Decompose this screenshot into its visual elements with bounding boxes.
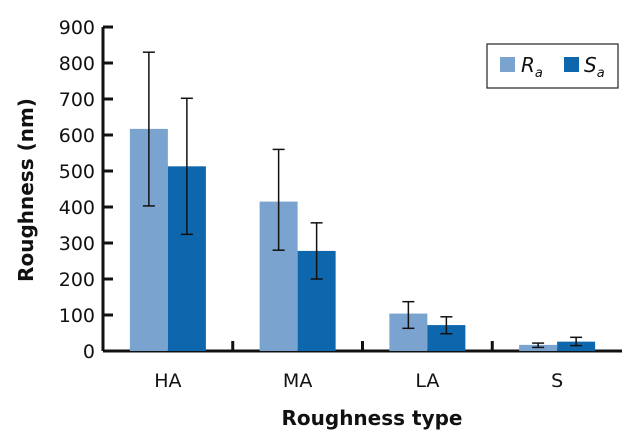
x-tick-label: S [551,370,563,392]
legend-label-ra: Ra [521,53,543,81]
error-bar [180,97,193,236]
y-axis-title: Roughness (nm) [14,98,38,282]
y-tick-label: 200 [59,269,95,291]
y-tick-label: 900 [59,17,95,39]
y-axis: 0 100 200 300 400 500 600 700 800 900 [59,17,113,363]
y-tick-label: 0 [83,341,95,363]
y-tick-label: 500 [59,161,95,183]
x-tick-label: MA [283,370,312,392]
x-tick-label: HA [154,370,181,392]
y-tick-label: 700 [59,89,95,111]
error-bar [570,336,583,347]
legend-swatch-ra [500,57,515,72]
legend: Ra Sa [486,43,619,89]
y-tick-label: 600 [59,125,95,147]
y-tick-label: 300 [59,233,95,255]
y-tick-label: 800 [59,53,95,75]
error-bar [310,222,323,280]
y-tick-label: 100 [59,305,95,327]
error-bar [532,342,545,349]
error-bars [142,51,583,349]
x-tick-label: LA [415,370,439,392]
legend-label-sa: Sa [584,53,605,81]
error-bar [142,51,155,207]
error-bar [272,148,285,251]
x-axis-title: Roughness type [282,406,463,430]
bars [129,128,596,351]
error-bar [402,300,415,330]
y-tick-label: 400 [59,197,95,219]
legend-swatch-sa [564,57,579,72]
error-bar [440,316,453,335]
